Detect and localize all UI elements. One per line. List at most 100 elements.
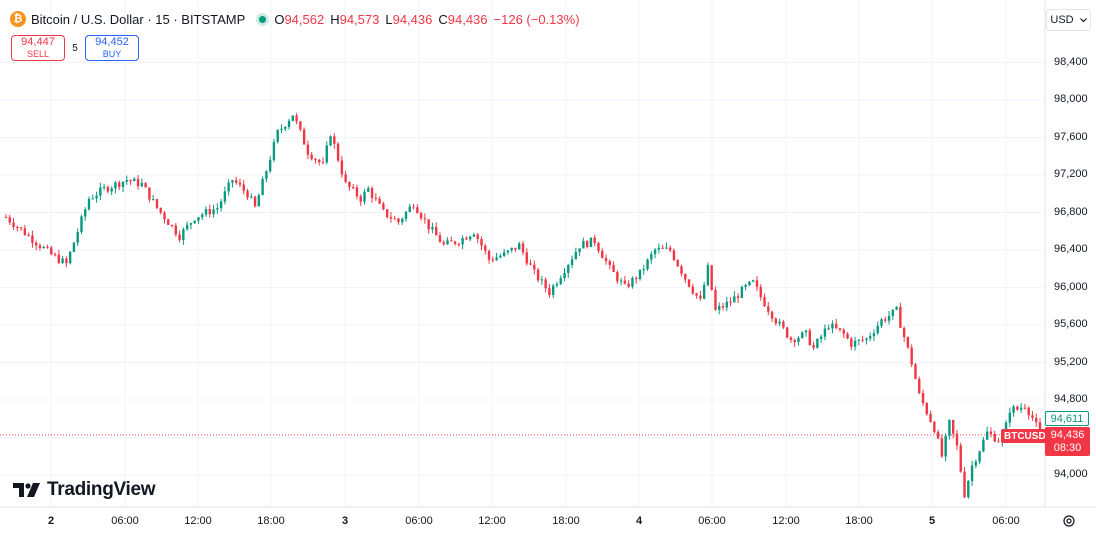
chevron-down-icon <box>1079 17 1087 22</box>
tradingview-logo-icon <box>13 483 40 497</box>
candle-body <box>846 333 849 339</box>
candle-body <box>91 198 94 200</box>
candle-body <box>819 336 823 340</box>
candle-body <box>389 217 393 219</box>
candle-body <box>748 281 751 286</box>
candle-body <box>412 206 415 208</box>
candle-body <box>121 181 125 187</box>
candle-body <box>8 217 11 223</box>
candle-body <box>691 286 695 294</box>
candle-body <box>50 247 53 255</box>
candle-body <box>461 238 464 245</box>
candle-body <box>631 277 634 287</box>
candle-body <box>367 188 370 192</box>
candle-body <box>487 250 491 260</box>
currency-selector[interactable]: USD <box>1046 9 1091 31</box>
candle-body <box>601 250 604 259</box>
candle-body <box>453 241 457 244</box>
candle-body <box>891 309 895 316</box>
candle-body <box>808 330 812 346</box>
candle-body <box>208 209 211 215</box>
x-tick-label: 18:00 <box>845 515 873 527</box>
candle-body <box>604 258 608 262</box>
candle-body <box>657 247 661 250</box>
candle-body <box>676 259 679 267</box>
candle-body <box>84 209 87 217</box>
candle-body <box>880 319 883 326</box>
candle-body <box>42 246 45 248</box>
candle-body <box>246 190 249 198</box>
ohlc-close-value: 94,436 <box>447 11 488 27</box>
candle-body <box>4 217 8 219</box>
candle-body <box>627 283 630 287</box>
candle-body <box>299 121 302 130</box>
x-tick-label: 12:00 <box>478 515 506 527</box>
candle-body <box>884 319 887 321</box>
candle-body <box>265 171 268 179</box>
candle-body <box>159 207 162 213</box>
candle-body <box>804 330 808 333</box>
x-tick-label: 18:00 <box>257 515 285 527</box>
candle-body <box>668 247 672 251</box>
candle-body <box>789 337 793 340</box>
sell-button[interactable]: 94,447 SELL <box>11 35 65 61</box>
candle-body <box>16 226 19 228</box>
ohlc-low-key: L <box>385 11 393 27</box>
x-tick-label: 18:00 <box>552 515 580 527</box>
candle-body <box>827 328 830 330</box>
candle-body <box>653 249 657 255</box>
gear-icon[interactable] <box>1062 514 1076 528</box>
candle-body <box>133 178 136 182</box>
candle-body <box>178 234 181 241</box>
symbol-title[interactable]: Bitcoin / U.S. Dollar · 15 · BITSTAMP <box>31 11 246 27</box>
candle-body <box>295 115 298 122</box>
x-tick-label: 12:00 <box>772 515 800 527</box>
candle-body <box>87 198 91 210</box>
candle-body <box>12 222 15 227</box>
candle-body <box>348 181 351 188</box>
candle-body <box>242 184 245 191</box>
candle-body <box>23 228 27 236</box>
candle-body <box>910 347 913 365</box>
candle-body <box>695 293 698 296</box>
candle-body <box>710 265 713 290</box>
candle-body <box>419 213 423 219</box>
candle-body <box>868 336 872 339</box>
candle-body <box>895 306 898 310</box>
candle-body <box>378 198 381 204</box>
candle-body <box>336 143 340 161</box>
x-tick-label: 06:00 <box>698 515 726 527</box>
candle-body <box>540 279 544 281</box>
candle-body <box>491 259 495 261</box>
ohlc-low-value: 94,436 <box>392 11 433 27</box>
candle-body <box>31 235 34 243</box>
candle-body <box>635 277 638 280</box>
candle-body <box>476 234 479 240</box>
candle-body <box>382 203 385 210</box>
candle-body <box>193 220 196 224</box>
tradingview-logo[interactable]: TradingView <box>13 479 156 501</box>
candle-body <box>102 186 106 188</box>
candle-body <box>272 141 276 161</box>
candle-body <box>401 218 404 223</box>
candle-body <box>53 254 57 256</box>
candle-body <box>982 439 985 452</box>
buy-button[interactable]: 94,452 BUY <box>85 35 139 61</box>
candle-body <box>699 295 702 299</box>
candle-body <box>167 219 170 225</box>
x-tick-label: 4 <box>635 515 643 527</box>
candle-body <box>959 445 962 472</box>
candle-body <box>438 235 442 243</box>
candle-body <box>80 216 83 232</box>
candle-body <box>46 246 49 248</box>
candle-body <box>1027 407 1030 416</box>
candle-body <box>865 338 868 341</box>
x-tick-label: 06:00 <box>111 515 139 527</box>
candle-body <box>163 212 166 220</box>
candle-body <box>385 209 389 218</box>
candle-body <box>578 248 581 253</box>
candle-body <box>721 306 725 308</box>
candle-body <box>997 441 1000 443</box>
candle-body <box>1008 412 1012 423</box>
